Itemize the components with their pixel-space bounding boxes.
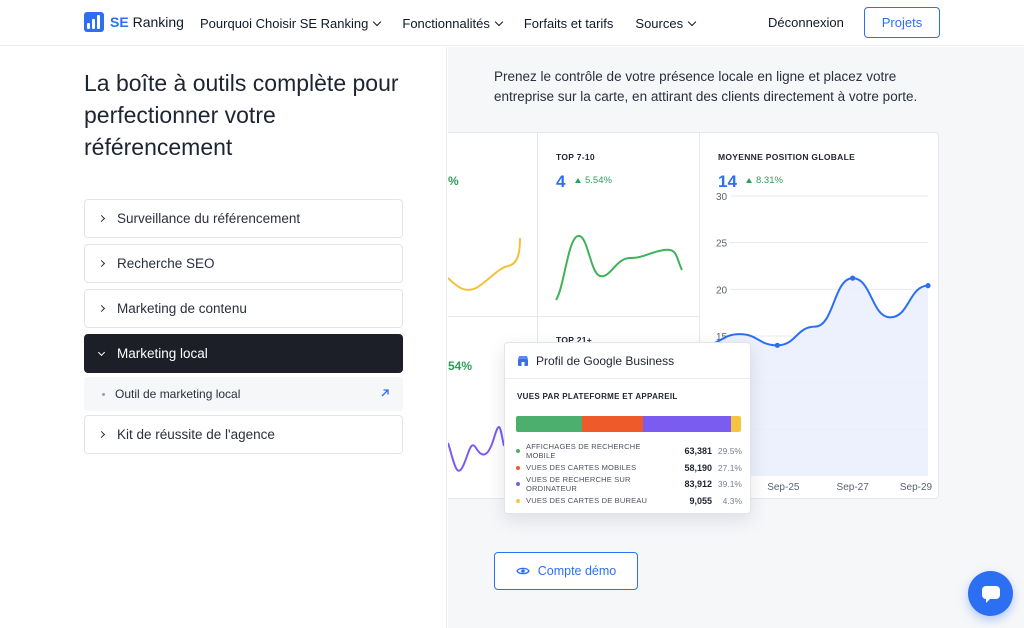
views-stacked-bar (516, 416, 741, 432)
menu-item-rank-tracking[interactable]: Surveillance du référencement (84, 199, 403, 238)
logo[interactable]: SE Ranking (84, 12, 184, 32)
nav-item-why[interactable]: Pourquoi Choisir SE Ranking (200, 16, 382, 31)
metric-label-top7: TOP 7-10 (556, 152, 595, 162)
google-business-card: Profil de Google Business VUES PAR PLATE… (504, 342, 751, 514)
row-percent: 39.1% (717, 479, 742, 490)
nav-item-sources[interactable]: Sources (635, 16, 697, 31)
features-sidebar: La boîte à outils complète pour perfecti… (0, 47, 447, 628)
feature-description: Prenez le contrôle de votre présence loc… (494, 69, 918, 104)
row-value: 9,055 (689, 495, 712, 506)
partial-metric-bottom: 54% (448, 359, 473, 373)
page-title: La boîte à outils complète pour perfecti… (84, 70, 399, 160)
y-tick-label: 25 (716, 239, 728, 250)
y-tick-label: 15 (716, 332, 728, 343)
menu-item-seo-research[interactable]: Recherche SEO (84, 244, 403, 283)
card-subtitle: VUES PAR PLATEFORME ET APPAREIL (517, 392, 678, 401)
legend-swatch (516, 449, 520, 454)
partial-metric-top: % (448, 174, 459, 188)
nav-item-features[interactable]: Fonctionnalités (402, 16, 504, 31)
up-arrow-icon (746, 178, 752, 183)
legend-swatch (516, 498, 520, 503)
partial-sparkline-yellow (448, 237, 521, 291)
chevron-right-icon (97, 430, 106, 439)
metric-value-top7: 4 (556, 172, 566, 191)
partial-sparkline-purple (448, 425, 505, 472)
logo-text: SE Ranking (110, 14, 184, 30)
row-percent: 4.3% (722, 495, 742, 506)
chat-button[interactable] (968, 571, 1013, 616)
area-fill (702, 278, 928, 476)
store-icon (518, 355, 528, 366)
bar-segment (516, 416, 583, 432)
card-header: Profil de Google Business (505, 343, 750, 379)
up-arrow-icon (575, 178, 581, 183)
metric-label-top21: TOP 21+ (556, 335, 593, 345)
logo-icon (84, 12, 104, 32)
x-tick-label: Sep-29 (900, 482, 933, 493)
legend-swatch (516, 482, 520, 487)
metric-label-avg-position: MOYENNE POSITION GLOBALE (718, 152, 856, 162)
chevron-down-icon (687, 17, 697, 26)
series-line (701, 277, 929, 347)
row-label: VUES DES CARTES MOBILES (526, 463, 637, 473)
row-label: AFFICHAGES DE RECHERCHE MOBILE (526, 442, 641, 461)
breakdown-row: VUES DES CARTES DE BUREAU 9,055 4.3% (516, 493, 742, 510)
menu-item-local-marketing[interactable]: Marketing local (84, 334, 403, 373)
row-label: VUES DE RECHERCHE SUR ORDINATEUR (526, 475, 631, 494)
bar-segment (643, 416, 732, 432)
row-value: 63,381 (684, 446, 712, 457)
chevron-right-icon (97, 259, 106, 268)
top-navigation: SE Ranking Pourquoi Choisir SE Ranking F… (0, 0, 1024, 46)
external-link-icon (381, 389, 389, 397)
metric-delta-avg-position: 8.31% (746, 175, 783, 186)
feature-menu: Surveillance du référencement Recherche … (84, 199, 403, 460)
chevron-down-icon (373, 17, 382, 26)
chevron-right-icon (97, 304, 106, 313)
submenu-item-local-tool[interactable]: Outil de marketing local (84, 377, 403, 411)
row-percent: 29.5% (717, 446, 742, 457)
data-point (774, 342, 780, 348)
eye-icon (515, 567, 530, 575)
views-breakdown: AFFICHAGES DE RECHERCHE MOBILE 63,381 29.5… (516, 442, 742, 510)
card-title: Profil de Google Business (536, 353, 675, 368)
breakdown-row: VUES DE RECHERCHE SUR ORDINATEUR 83,912 39… (516, 475, 742, 494)
row-percent: 27.1% (717, 462, 742, 473)
y-tick-label: 30 (716, 193, 728, 203)
sparkline-top7 (555, 235, 683, 301)
bullet-icon (102, 392, 105, 396)
chevron-down-icon (97, 348, 106, 356)
y-tick-label: 20 (716, 285, 728, 296)
menu-item-agency-kit[interactable]: Kit de réussite de l'agence (84, 415, 403, 454)
logout-link[interactable]: Déconnexion (768, 15, 844, 30)
metric-delta-top7: 5.54% (575, 175, 612, 186)
feature-preview: Prenez le contrôle de votre présence loc… (448, 47, 1024, 628)
data-point (850, 275, 856, 281)
main-nav: Pourquoi Choisir SE Ranking Fonctionnali… (200, 0, 697, 46)
metric-value-avg-position: 14 (718, 172, 737, 191)
chevron-right-icon (97, 214, 106, 223)
chat-icon (981, 585, 1000, 603)
demo-account-button[interactable]: Compte démo (494, 552, 638, 590)
breakdown-row: VUES DES CARTES MOBILES 58,190 27.1% (516, 460, 742, 477)
row-value: 83,912 (684, 479, 712, 490)
chevron-down-icon (494, 17, 504, 26)
nav-item-pricing[interactable]: Forfaits et tarifs (523, 15, 614, 31)
bar-segment (582, 416, 644, 432)
breakdown-row: AFFICHAGES DE RECHERCHE MOBILE 63,381 29.5… (516, 442, 742, 461)
bar-segment (731, 416, 741, 432)
row-label: VUES DES CARTES DE BUREAU (526, 496, 648, 506)
row-value: 58,190 (684, 462, 712, 473)
menu-item-content-marketing[interactable]: Marketing de contenu (84, 289, 403, 328)
x-tick-label: Sep-27 (837, 482, 870, 493)
projects-button[interactable]: Projets (864, 7, 940, 38)
data-point (925, 283, 931, 289)
legend-swatch (516, 465, 520, 470)
x-tick-label: Sep-25 (767, 482, 800, 493)
